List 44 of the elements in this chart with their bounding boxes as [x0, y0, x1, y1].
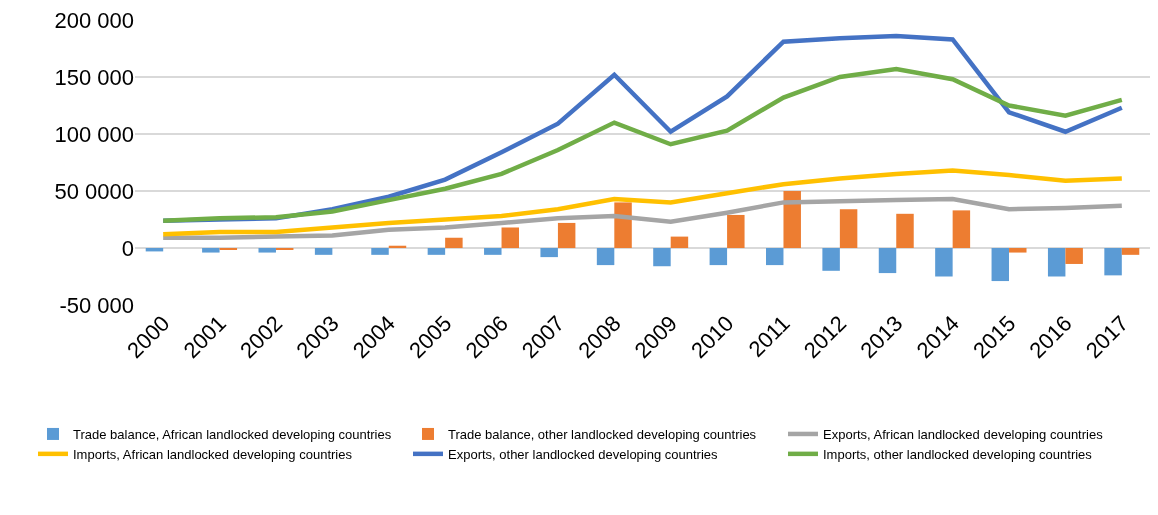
- legend-label: Exports, African landlocked developing countries: [823, 427, 1104, 443]
- bar: [445, 237, 463, 248]
- bar: [783, 191, 801, 248]
- legend-label: Imports, African landlocked developing countries: [73, 446, 353, 462]
- bar: [202, 248, 220, 253]
- bar: [1065, 248, 1083, 264]
- bar: [258, 248, 276, 253]
- bar: [991, 248, 1010, 282]
- bar: [878, 248, 897, 274]
- bar: [540, 248, 558, 258]
- legend-label: Trade balance, African landlocked developing countries: [73, 427, 392, 443]
- bar: [670, 236, 689, 248]
- y-tick-label: 150 000: [54, 64, 134, 90]
- line-series: [160, 196, 1125, 240]
- bar: [484, 248, 502, 255]
- bar: [727, 214, 745, 248]
- bar: [427, 248, 446, 255]
- y-tick-label: 100 000: [54, 121, 134, 147]
- bar: [596, 248, 615, 266]
- line-series: [160, 168, 1125, 237]
- legend-label: Trade balance, other landlocked developing countries: [448, 427, 757, 443]
- bar: [839, 209, 858, 248]
- bar: [653, 248, 671, 267]
- bar: [952, 210, 971, 248]
- bar: [557, 222, 576, 248]
- bar: [896, 213, 914, 248]
- bar: [1047, 248, 1066, 277]
- bar: [822, 248, 840, 271]
- y-tick-label: -50 000: [59, 292, 134, 318]
- bar: [371, 248, 389, 255]
- bar: [709, 248, 728, 266]
- bar: [1104, 248, 1122, 276]
- y-tick-label: 0: [121, 235, 134, 261]
- line-series: [160, 66, 1125, 223]
- bar: [314, 248, 333, 255]
- bar: [1009, 248, 1027, 253]
- bar: [501, 227, 520, 248]
- legend-label: Exports, other landlocked developing countries: [448, 446, 719, 462]
- y-tick-label: 200 000: [54, 7, 134, 33]
- bar: [1121, 248, 1140, 255]
- y-tick-label: 50 0000: [54, 178, 134, 204]
- legend-label: Imports, other landlocked developing countries: [823, 446, 1093, 462]
- bar: [765, 248, 784, 266]
- bar: [935, 248, 953, 277]
